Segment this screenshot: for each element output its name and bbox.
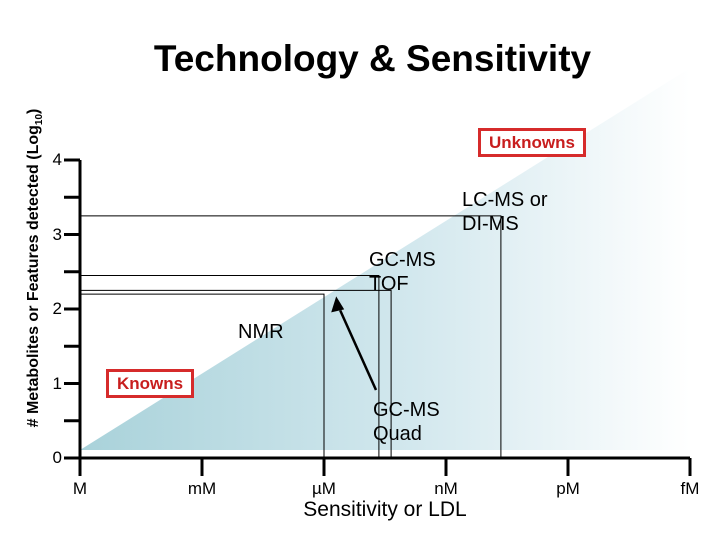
knowns-label: Knowns (106, 369, 195, 398)
tech-label-gcms-quad-line1: GC-MS (373, 399, 440, 421)
tech-label-nmr-line1: NMR (238, 321, 284, 343)
tech-label-nmr: NMR (238, 320, 284, 344)
tech-box-nmr (80, 293, 325, 458)
coverage-area (80, 68, 690, 450)
x-tick-label: nM (434, 479, 458, 498)
y-tick-label: 0 (52, 448, 62, 467)
tech-box-lc-ms-or-di-ms (80, 215, 502, 458)
arrow-shaft (339, 309, 378, 391)
chart-title: Technology & Sensitivity (153, 38, 592, 79)
tech-label-gcms-tof-line2: TOF (369, 273, 409, 295)
tech-label-gcms-tof-line1: GC-MS (369, 249, 436, 271)
tech-box-gc-ms-quad (80, 289, 392, 458)
x-tick-label: fM (680, 479, 700, 498)
tech-label-lcms-line1: LC-MS or (462, 189, 548, 211)
arrow-head (331, 296, 345, 313)
y-tick-label: 1 (52, 373, 62, 393)
tech-label-gcms-quad-line2: Quad (373, 423, 422, 445)
y-tick-label: 2 (52, 299, 62, 318)
y-tick-label: 4 (52, 150, 62, 169)
tech-label-lcms-line2: DI-MS (462, 213, 519, 235)
tech-label-lcms: LC-MS or DI-MS (462, 188, 548, 236)
x-axis-label: Sensitivity or LDL (303, 498, 467, 521)
tech-box-gc-ms-tof (80, 274, 380, 458)
x-tick-label: µM (312, 479, 336, 498)
x-tick-label: mM (187, 479, 217, 498)
tech-label-gcms-tof: GC-MS TOF (369, 248, 436, 296)
x-tick-label: pM (556, 479, 580, 498)
tech-label-gcms-quad: GC-MS Quad (373, 398, 440, 446)
y-tick-label: 3 (52, 224, 62, 244)
unknowns-label: Unknowns (478, 128, 586, 157)
x-tick-label: M (72, 479, 88, 498)
